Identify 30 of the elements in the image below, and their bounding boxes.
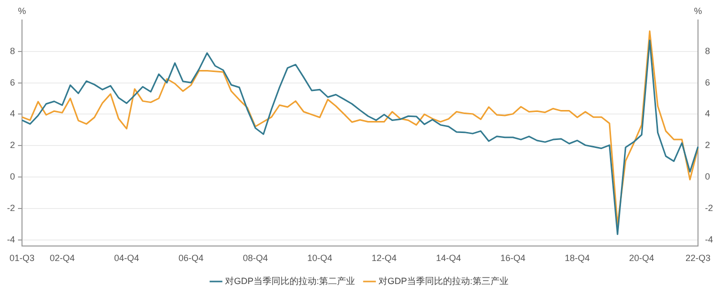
y-tick-label: 6 (10, 77, 15, 88)
y-tick-label: 4 (10, 108, 15, 119)
x-tick-label: 20-Q4 (629, 253, 654, 264)
x-tick-label: 14-Q4 (436, 253, 462, 264)
x-tick-label: 02-Q4 (50, 253, 75, 264)
y2-tick-label: 8 (705, 46, 710, 56)
y-tick-label: -4 (6, 234, 15, 244)
y2-tick-label: -4 (705, 234, 714, 244)
x-tick-label: 10-Q4 (307, 253, 332, 264)
y-tick-label: 0 (10, 172, 15, 182)
y2-tick-label: 6 (705, 77, 710, 88)
x-tick-label: 16-Q4 (500, 253, 526, 264)
x-tick-label: 06-Q4 (178, 253, 204, 264)
legend-label: 对GDP当季同比的拉动:第三产业 (378, 276, 509, 286)
y-tick-label: -2 (6, 202, 15, 213)
y-tick-label: 2 (10, 140, 15, 150)
y-tick-label: 8 (10, 46, 15, 56)
x-tick-label: 22-Q3 (685, 253, 711, 264)
x-tick-label: 01-Q3 (9, 253, 35, 264)
legend-label: 对GDP当季同比的拉动:第二产业 (224, 276, 356, 286)
y2-tick-label: -2 (705, 202, 714, 213)
y2-axis-title: % (694, 6, 702, 16)
y2-tick-label: 4 (705, 108, 710, 119)
x-tick-label: 08-Q4 (242, 253, 268, 264)
x-tick-label: 12-Q4 (372, 253, 397, 264)
y-axis-title: % (18, 6, 26, 16)
x-tick-label: 04-Q4 (114, 253, 140, 264)
x-tick-label: 18-Q4 (564, 253, 590, 264)
y2-tick-label: 2 (705, 140, 710, 150)
y2-tick-label: 0 (705, 172, 710, 182)
